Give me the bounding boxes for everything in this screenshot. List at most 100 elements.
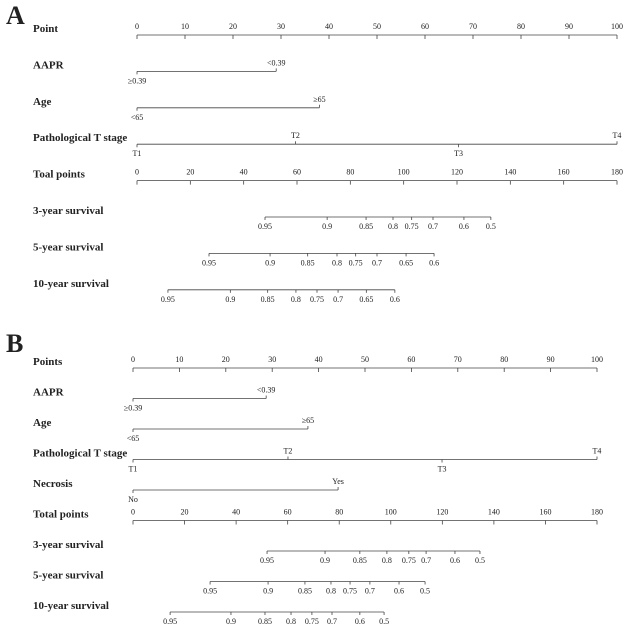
tick-label: 0.85 [353,556,367,565]
tick-label: 0.5 [379,617,389,626]
tick-label: 70 [454,355,462,364]
tick-label: 0.5 [486,222,496,231]
row-label: Age [33,96,51,108]
row-label: 3-year survival [33,205,103,217]
tick-label: 160 [539,508,551,517]
row-label: 10-year survival [33,600,109,612]
tick-label: T3 [454,149,463,158]
tick-label: 70 [469,22,477,31]
row-label: Points [33,356,63,368]
tick-label: 0.8 [286,617,296,626]
tick-label: 0.8 [291,295,301,304]
row-label: Point [33,23,58,35]
tick-label: 90 [565,22,573,31]
tick-label: 0.7 [333,295,343,304]
tick-label: 40 [232,508,240,517]
tick-label: ≥65 [302,416,314,425]
row-label: 10-year survival [33,278,109,290]
tick-label: T1 [129,465,138,474]
tick-label: 0.8 [382,556,392,565]
tick-label: 0.7 [372,258,382,267]
tick-label: 0.6 [390,295,400,304]
tick-label: 180 [591,508,603,517]
tick-label: 100 [398,168,410,177]
row-label: Toal points [33,169,86,181]
tick-label: <65 [127,434,140,443]
tick-label: 0 [135,22,139,31]
tick-label: 0.65 [359,295,373,304]
tick-label: T4 [593,447,602,456]
tick-label: T1 [133,149,142,158]
row-label: Pathological T stage [33,132,127,144]
tick-label: 0 [131,355,135,364]
tick-label: 0.95 [260,556,274,565]
row-label: Total points [33,509,89,521]
tick-label: 40 [325,22,333,31]
tick-label: 0 [131,508,135,517]
tick-label: 80 [346,168,354,177]
row-label: 5-year survival [33,570,103,582]
tick-label: <65 [131,113,144,122]
tick-label: <0.39 [257,386,276,395]
tick-label: 10 [175,355,183,364]
tick-label: 0.75 [402,556,416,565]
tick-label: 60 [293,168,301,177]
tick-label: 0.75 [310,295,324,304]
tick-label: 120 [436,508,448,517]
tick-label: 0.85 [301,258,315,267]
row-label: Necrosis [33,478,73,490]
tick-label: 0.5 [420,587,430,596]
tick-label: 80 [517,22,525,31]
tick-label: 30 [277,22,285,31]
tick-label: T2 [291,131,300,140]
tick-label: 0.65 [399,258,413,267]
tick-label: T2 [284,447,293,456]
row-label: Age [33,417,51,429]
tick-label: 80 [500,355,508,364]
tick-label: 180 [611,168,623,177]
tick-label: 20 [222,355,230,364]
tick-label: 0.6 [394,587,404,596]
tick-label: 160 [558,168,570,177]
tick-label: 60 [407,355,415,364]
tick-label: 140 [488,508,500,517]
tick-label: 0.9 [225,295,235,304]
tick-label: 0.7 [365,587,375,596]
tick-label: 0.8 [326,587,336,596]
tick-label: 20 [186,168,194,177]
tick-label: 0.85 [258,617,272,626]
tick-label: 80 [335,508,343,517]
tick-label: 90 [547,355,555,364]
panel-letter: B [6,329,23,358]
tick-label: 0.75 [305,617,319,626]
tick-label: 0.9 [226,617,236,626]
tick-label: 140 [504,168,516,177]
tick-label: ≥0.39 [124,404,142,413]
tick-label: 0 [135,168,139,177]
row-label: Pathological T stage [33,448,127,460]
row-label: AAPR [33,387,65,399]
tick-label: T4 [613,131,622,140]
tick-label: 20 [229,22,237,31]
tick-label: 20 [181,508,189,517]
tick-label: 0.9 [263,587,273,596]
tick-label: 0.7 [421,556,431,565]
tick-label: 0.6 [450,556,460,565]
tick-label: 0.85 [298,587,312,596]
tick-label: 0.75 [349,258,363,267]
tick-label: 40 [315,355,323,364]
tick-label: 50 [361,355,369,364]
tick-label: 60 [284,508,292,517]
tick-label: 0.8 [332,258,342,267]
tick-label: 0.85 [261,295,275,304]
tick-label: 0.5 [475,556,485,565]
tick-label: 0.7 [327,617,337,626]
tick-label: Yes [332,477,344,486]
tick-label: 0.9 [322,222,332,231]
tick-label: 0.6 [459,222,469,231]
tick-label: ≥65 [313,95,325,104]
tick-label: 100 [385,508,397,517]
tick-label: 0.75 [405,222,419,231]
tick-label: 100 [591,355,603,364]
